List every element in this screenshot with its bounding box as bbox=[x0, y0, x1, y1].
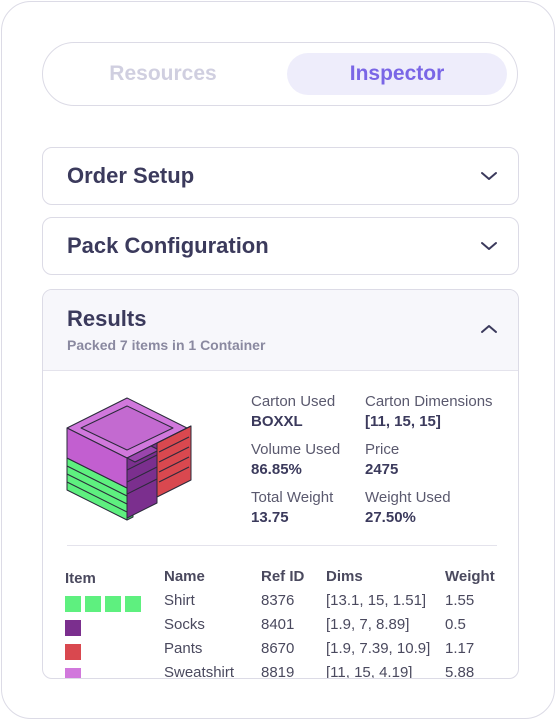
chevron-down-icon[interactable] bbox=[480, 170, 498, 182]
tab-resources[interactable]: Resources bbox=[109, 62, 217, 85]
pack-configuration-section[interactable]: Pack Configuration bbox=[42, 217, 519, 275]
item-color-swatch bbox=[65, 668, 81, 678]
cell-name: Socks bbox=[164, 616, 205, 633]
item-color-swatch bbox=[125, 596, 141, 612]
tab-bar: Resources Inspector bbox=[42, 42, 518, 106]
cell-dims: [1.9, 7, 8.89] bbox=[326, 616, 410, 633]
chevron-down-icon[interactable] bbox=[480, 240, 498, 252]
cell-weight: 1.17 bbox=[445, 640, 475, 657]
item-color-swatch bbox=[65, 644, 81, 660]
stat-label: Total Weight bbox=[251, 489, 334, 506]
cell-dims: [11, 15, 4.19] bbox=[326, 664, 413, 679]
results-subtitle: Packed 7 items in 1 Container bbox=[67, 337, 266, 353]
stat-label: Price bbox=[365, 441, 400, 458]
item-color-swatch bbox=[65, 620, 81, 636]
cell-name: Shirt bbox=[164, 592, 195, 609]
stat-weight-used: Weight Used 27.50% bbox=[365, 488, 451, 528]
stat-total-weight: Total Weight 13.75 bbox=[251, 488, 333, 528]
cell-ref-id: 8376 bbox=[261, 592, 295, 609]
item-color-swatch bbox=[65, 596, 81, 612]
stat-carton-dimensions: Carton Dimensions [11, 15, 15] bbox=[365, 392, 493, 432]
stat-value: BOXXL bbox=[251, 413, 303, 430]
order-setup-section[interactable]: Order Setup bbox=[42, 147, 519, 205]
tab-inspector[interactable]: Inspector bbox=[287, 53, 507, 95]
results-header[interactable]: Results Packed 7 items in 1 Container bbox=[43, 290, 518, 371]
chevron-up-icon[interactable] bbox=[480, 323, 498, 335]
order-setup-title: Order Setup bbox=[67, 163, 195, 188]
stat-value: 2475 bbox=[365, 461, 399, 478]
item-color-swatch bbox=[85, 596, 101, 612]
stat-value: 13.75 bbox=[251, 509, 289, 526]
cell-name: Sweatshirt bbox=[164, 664, 235, 679]
cell-weight: 1.55 bbox=[445, 592, 475, 609]
stat-value: [11, 15, 15] bbox=[365, 413, 441, 430]
pack-configuration-title: Pack Configuration bbox=[67, 233, 269, 258]
stat-value: 86.85% bbox=[251, 461, 302, 478]
stat-label: Weight Used bbox=[365, 489, 451, 506]
results-title: Results bbox=[67, 306, 147, 331]
col-header-ref-id: Ref ID bbox=[261, 568, 305, 585]
cell-weight: 5.88 bbox=[445, 664, 475, 679]
stat-label: Carton Used bbox=[251, 393, 336, 410]
col-header-weight: Weight bbox=[445, 568, 495, 585]
cell-ref-id: 8819 bbox=[261, 664, 295, 679]
results-section: Results Packed 7 items in 1 Container bbox=[42, 289, 519, 679]
cell-name: Pants bbox=[164, 640, 203, 657]
cell-weight: 0.5 bbox=[445, 616, 466, 633]
col-header-name: Name bbox=[164, 568, 205, 585]
col-header-item: Item bbox=[65, 570, 96, 587]
stat-price: Price 2475 bbox=[365, 440, 399, 480]
cell-dims: [1.9, 7.39, 10.9] bbox=[326, 640, 431, 657]
cell-dims: [13.1, 15, 1.51] bbox=[326, 592, 427, 609]
stat-label: Carton Dimensions bbox=[365, 393, 493, 410]
cell-ref-id: 8670 bbox=[261, 640, 295, 657]
stat-volume-used: Volume Used 86.85% bbox=[251, 440, 340, 480]
col-header-dims: Dims bbox=[326, 568, 363, 585]
item-color-swatch bbox=[105, 596, 121, 612]
results-divider bbox=[67, 545, 497, 546]
packed-carton-illustration bbox=[66, 397, 192, 521]
stat-value: 27.50% bbox=[365, 509, 416, 526]
cell-ref-id: 8401 bbox=[261, 616, 295, 633]
stat-label: Volume Used bbox=[251, 441, 341, 458]
stat-carton-used: Carton Used BOXXL bbox=[251, 392, 335, 432]
